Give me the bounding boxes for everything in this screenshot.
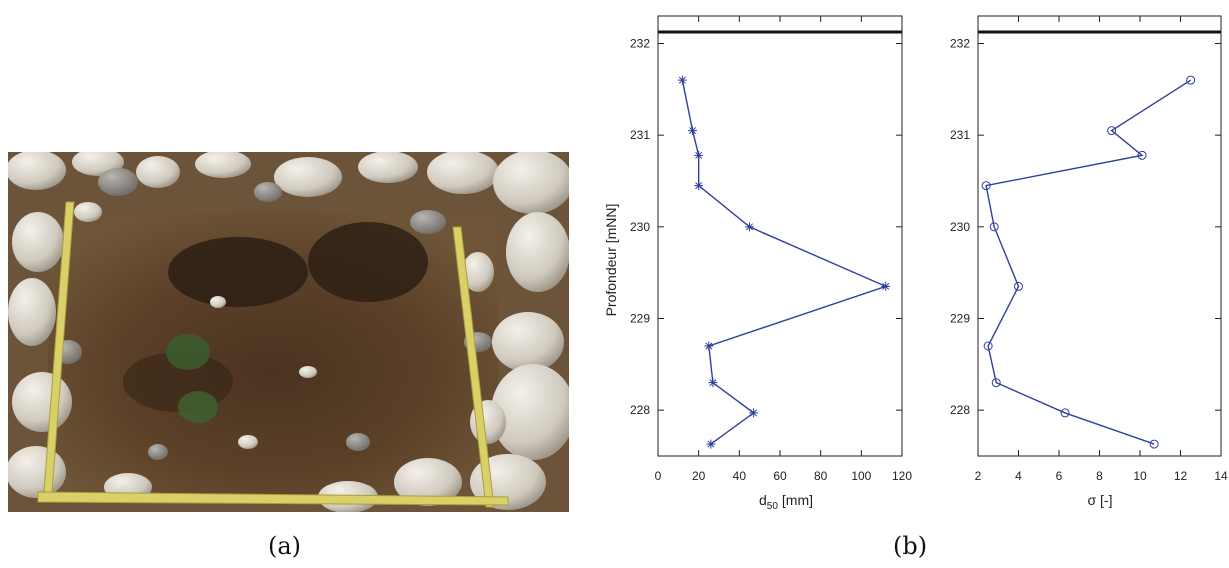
- x-tick-label: 12: [1174, 469, 1188, 483]
- data-point: [1107, 126, 1117, 136]
- x-tick-label: 6: [1056, 469, 1063, 483]
- data-point: [983, 341, 993, 351]
- y-tick-label: 229: [630, 312, 650, 326]
- y-tick-label: 230: [950, 220, 970, 234]
- data-point: [704, 341, 714, 351]
- data-point: [1060, 408, 1070, 418]
- x-tick-label: 2: [975, 469, 982, 483]
- x-tick-label: 14: [1214, 469, 1228, 483]
- y-tick-label: 229: [950, 312, 970, 326]
- y-tick-label: 232: [950, 37, 970, 51]
- data-point: [708, 378, 718, 388]
- data-point: [745, 222, 754, 232]
- data-point: [1014, 281, 1023, 291]
- x-tick-label: 4: [1015, 469, 1022, 483]
- x-tick-label: 100: [851, 469, 871, 483]
- x-axis-label: σ [-]: [1088, 492, 1113, 508]
- x-axis-label: d50 [mm]: [759, 492, 813, 512]
- data-point: [749, 408, 759, 418]
- y-tick-label: 231: [630, 128, 650, 142]
- plot-frame: [657, 15, 903, 457]
- data-point: [1149, 439, 1159, 449]
- y-tick-label: 231: [950, 128, 970, 142]
- data-point: [981, 181, 991, 191]
- data-point: [677, 75, 687, 85]
- y-axis-label: Profondeur [mNN]: [603, 204, 619, 317]
- x-tick-label: 0: [655, 469, 662, 483]
- y-tick-label: 230: [630, 220, 650, 234]
- x-tick-label: 10: [1133, 469, 1147, 483]
- sediment-photo: [8, 152, 569, 512]
- data-point: [694, 150, 704, 160]
- x-tick-label: 60: [773, 469, 787, 483]
- x-tick-label: 8: [1096, 469, 1103, 483]
- data-point: [706, 439, 716, 449]
- data-point: [991, 378, 1001, 388]
- caption-a: (a): [268, 532, 302, 560]
- x-tick-label: 120: [892, 469, 912, 483]
- x-tick-label: 20: [692, 469, 706, 483]
- data-point: [989, 222, 999, 232]
- data-point: [694, 181, 704, 191]
- series-line: [985, 79, 1192, 445]
- x-axis-label-unit: [mm]: [782, 492, 813, 508]
- caption-b: (b): [893, 532, 928, 560]
- y-tick-label: 228: [630, 403, 650, 417]
- data-point: [881, 281, 891, 291]
- data-point: [1137, 150, 1147, 160]
- data-point: [688, 126, 698, 136]
- sigma-profile-chart: σ [-] 2 4 6 8 10 12 14 228 229 230 231 232: [950, 15, 1228, 508]
- series-line: [681, 80, 888, 445]
- x-axis-label-main: d: [759, 492, 767, 508]
- x-axis-label-subscript: 50: [767, 501, 779, 512]
- y-tick-label: 228: [950, 403, 970, 417]
- x-tick-label: 40: [733, 469, 747, 483]
- y-tick-label: 232: [630, 37, 650, 51]
- x-tick-label: 80: [814, 469, 828, 483]
- charts-panel-b: Profondeur [mNN] d50 [mm] 0 20 40 60 80 100 120…: [603, 15, 1228, 512]
- d50-profile-chart: Profondeur [mNN] d50 [mm] 0 20 40 60 80 100 120…: [603, 15, 912, 512]
- data-point: [1186, 75, 1196, 85]
